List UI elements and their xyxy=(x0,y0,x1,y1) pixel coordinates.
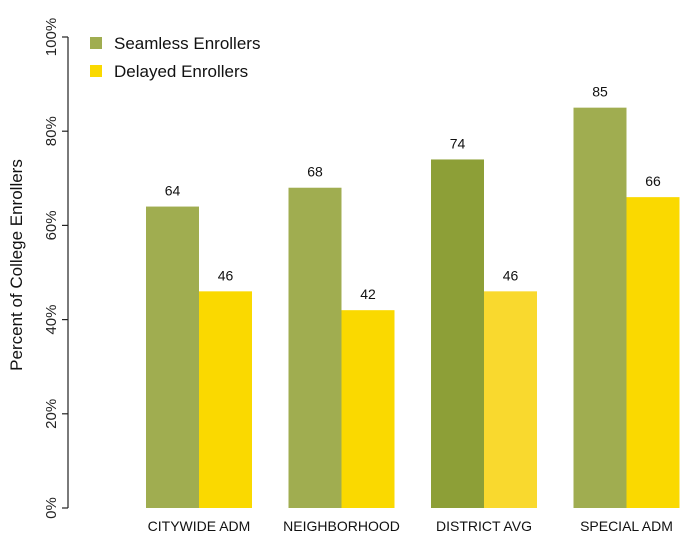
x-category-label: DISTRICT AVG xyxy=(436,518,532,534)
y-tick-label: 100% xyxy=(43,18,60,56)
y-tick-label: 60% xyxy=(43,210,60,240)
bar-delayed xyxy=(199,291,252,508)
category-labels: CITYWIDE ADM NEIGHBORHOOD DISTRICT AVG SPEC… xyxy=(148,518,673,534)
value-labels: 64 46 68 42 74 46 85 66 xyxy=(165,84,661,303)
bar-value-label: 46 xyxy=(503,267,519,283)
legend-swatch-seamless xyxy=(90,37,102,49)
bar-value-label: 42 xyxy=(360,286,376,302)
bar-delayed xyxy=(484,291,537,508)
y-axis: 0% 20% 40% 60% 80% 100% xyxy=(43,18,69,519)
bar-value-label: 85 xyxy=(592,84,608,100)
bar-seamless xyxy=(431,159,484,508)
bar-value-label: 64 xyxy=(165,183,181,199)
bar-value-label: 74 xyxy=(450,135,466,151)
bar-delayed xyxy=(341,310,395,508)
bar-seamless xyxy=(288,187,342,508)
legend-swatch-delayed xyxy=(90,65,102,77)
bar-value-label: 68 xyxy=(307,164,323,180)
bar-value-label: 46 xyxy=(218,267,234,283)
bar-seamless xyxy=(573,107,627,509)
y-tick-label: 20% xyxy=(43,399,60,429)
x-category-label: CITYWIDE ADM xyxy=(148,518,251,534)
legend-label-seamless: Seamless Enrollers xyxy=(114,34,260,53)
bar-value-label: 66 xyxy=(645,173,661,189)
bar-delayed xyxy=(626,197,680,508)
x-category-label: NEIGHBORHOOD xyxy=(283,518,400,534)
bar-seamless xyxy=(146,206,199,508)
legend: Seamless Enrollers Delayed Enrollers xyxy=(90,34,260,81)
y-axis-title: Percent of College Enrollers xyxy=(7,159,26,371)
y-tick-label: 80% xyxy=(43,116,60,146)
legend-label-delayed: Delayed Enrollers xyxy=(114,62,248,81)
x-category-label: SPECIAL ADM xyxy=(580,518,673,534)
y-tick-label: 0% xyxy=(43,497,60,519)
y-tick-label: 40% xyxy=(43,305,60,335)
bars xyxy=(146,107,680,509)
